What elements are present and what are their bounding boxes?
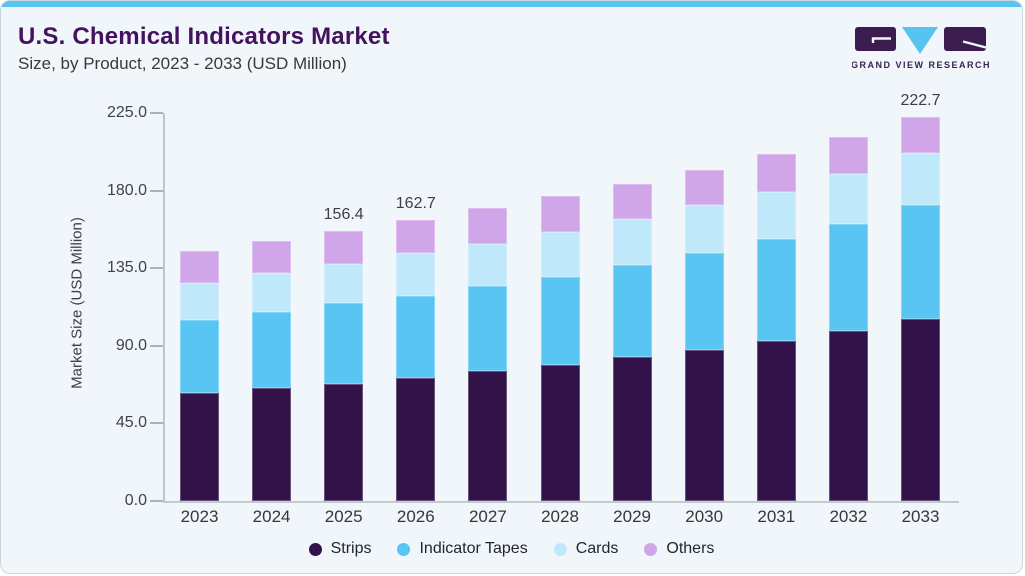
bar-segment-strips-2032 bbox=[828, 330, 868, 501]
bar-segment-others-2032 bbox=[828, 136, 868, 174]
legend-label-indicator-tapes: Indicator Tapes bbox=[419, 540, 528, 557]
bar-segment-others-2033 bbox=[901, 116, 940, 153]
bar-segment-indicator-tapes-2024 bbox=[252, 312, 292, 389]
bar-segment-strips-2033 bbox=[901, 319, 940, 501]
bar-total-label: 162.7 bbox=[395, 195, 436, 213]
logo-g-cut bbox=[871, 37, 891, 43]
bar-segment-cards-2027 bbox=[468, 243, 508, 286]
x-axis-label: 2027 bbox=[468, 507, 507, 526]
legend-item-cards: Cards bbox=[553, 540, 619, 558]
bar-segment-indicator-tapes-2028 bbox=[540, 276, 580, 366]
bar-segment-indicator-tapes-2023 bbox=[180, 319, 219, 393]
legend-item-others: Others bbox=[644, 540, 714, 558]
x-axis-label: 2028 bbox=[541, 507, 579, 526]
logo-r-cut bbox=[962, 40, 987, 49]
y-tick-mark bbox=[150, 500, 163, 502]
bar-segment-cards-2026 bbox=[396, 253, 436, 296]
y-axis-title: Market Size (USD Million) bbox=[68, 217, 86, 389]
bar-segment-others-2025 bbox=[324, 231, 364, 264]
legend-marker-cards-icon bbox=[553, 542, 567, 556]
x-axis-line bbox=[163, 501, 959, 503]
bar-segment-strips-2027 bbox=[468, 371, 508, 501]
bar-segment-indicator-tapes-2026 bbox=[396, 295, 436, 379]
legend-item-indicator-tapes: Indicator Tapes bbox=[397, 540, 528, 558]
bar-segment-others-2026 bbox=[396, 220, 436, 254]
bar-segment-indicator-tapes-2029 bbox=[612, 264, 652, 358]
bar-segment-others-2029 bbox=[612, 184, 652, 219]
bar-segment-cards-2033 bbox=[901, 152, 940, 206]
bar-segment-others-2031 bbox=[756, 153, 796, 192]
bar-segment-indicator-tapes-2030 bbox=[684, 253, 724, 350]
y-tick-label: 225.0 bbox=[106, 103, 147, 121]
bar-segment-strips-2023 bbox=[180, 392, 219, 501]
legend-label-strips: Strips bbox=[330, 540, 372, 557]
legend-label-others: Others bbox=[666, 540, 715, 557]
bar-segment-others-2024 bbox=[252, 240, 292, 274]
page-title: U.S. Chemical Indicators Market bbox=[18, 23, 390, 50]
x-axis-label: 2031 bbox=[757, 507, 796, 526]
bar-segment-others-2027 bbox=[468, 207, 508, 244]
x-axis-label: 2026 bbox=[396, 507, 435, 526]
bar-segment-strips-2031 bbox=[756, 340, 796, 501]
chart-header: U.S. Chemical Indicators Market Size, by… bbox=[18, 23, 390, 74]
top-accent-bar bbox=[1, 1, 1022, 7]
legend-marker-others-icon bbox=[644, 542, 658, 556]
y-tick-mark bbox=[150, 422, 163, 425]
legend-label-cards: Cards bbox=[575, 540, 619, 557]
bar-segment-indicator-tapes-2025 bbox=[324, 302, 364, 385]
y-tick-mark bbox=[150, 267, 163, 270]
bar-segment-indicator-tapes-2033 bbox=[901, 205, 940, 319]
bar-segment-others-2023 bbox=[180, 251, 219, 283]
bar-segment-strips-2030 bbox=[684, 349, 724, 501]
x-axis-label: 2033 bbox=[901, 507, 940, 526]
bar-segment-others-2030 bbox=[684, 169, 724, 206]
legend-marker-strips-icon bbox=[308, 542, 322, 556]
legend-item-strips: Strips bbox=[308, 540, 372, 558]
y-tick-label: 135.0 bbox=[106, 259, 147, 277]
x-axis-label: 2030 bbox=[685, 507, 724, 526]
bar-segment-indicator-tapes-2027 bbox=[468, 285, 508, 372]
y-tick-mark bbox=[150, 189, 163, 192]
bar-segment-strips-2029 bbox=[612, 357, 652, 501]
logo-v-triangle bbox=[902, 27, 938, 54]
bar-segment-cards-2023 bbox=[180, 282, 219, 320]
bar-segment-strips-2028 bbox=[540, 365, 580, 501]
bar-segment-others-2028 bbox=[540, 196, 580, 233]
x-axis-label: 2029 bbox=[613, 507, 651, 526]
bar-total-label: 156.4 bbox=[323, 206, 364, 224]
gvr-logo: GRAND VIEW RESEARCH bbox=[852, 27, 991, 70]
y-tick-mark bbox=[150, 111, 163, 114]
x-axis-label: 2025 bbox=[324, 507, 363, 526]
bar-total-label: 222.7 bbox=[900, 91, 941, 109]
bar-segment-cards-2031 bbox=[756, 191, 796, 240]
bar-segment-cards-2025 bbox=[324, 263, 364, 303]
x-axis-label: 2032 bbox=[829, 507, 868, 526]
bar-segment-cards-2028 bbox=[540, 232, 580, 277]
bar-segment-strips-2024 bbox=[252, 388, 292, 501]
logo-wordmark: GRAND VIEW RESEARCH bbox=[852, 60, 991, 70]
y-tick-label: 180.0 bbox=[106, 181, 147, 199]
y-tick-label: 90.0 bbox=[115, 336, 147, 354]
chart-legend: Strips Indicator Tapes Cards Others bbox=[1, 540, 1022, 558]
y-tick-mark bbox=[150, 344, 163, 347]
bar-segment-indicator-tapes-2032 bbox=[828, 223, 868, 331]
y-tick-label: 45.0 bbox=[115, 414, 147, 432]
bar-segment-cards-2029 bbox=[612, 218, 652, 265]
y-tick-label: 0.0 bbox=[124, 492, 147, 509]
bar-segment-cards-2024 bbox=[252, 273, 292, 313]
bar-segment-strips-2025 bbox=[324, 384, 364, 501]
bar-segment-indicator-tapes-2031 bbox=[756, 239, 796, 341]
x-axis-label: 2023 bbox=[180, 507, 219, 526]
page-subtitle: Size, by Product, 2023 - 2033 (USD Milli… bbox=[18, 53, 347, 73]
bar-segment-cards-2032 bbox=[828, 173, 868, 224]
y-axis-line bbox=[163, 112, 165, 501]
legend-marker-indicator-tapes-icon bbox=[397, 542, 411, 556]
x-axis-label: 2024 bbox=[252, 507, 291, 526]
bar-segment-strips-2026 bbox=[396, 378, 436, 501]
bar-segment-cards-2030 bbox=[684, 205, 724, 254]
